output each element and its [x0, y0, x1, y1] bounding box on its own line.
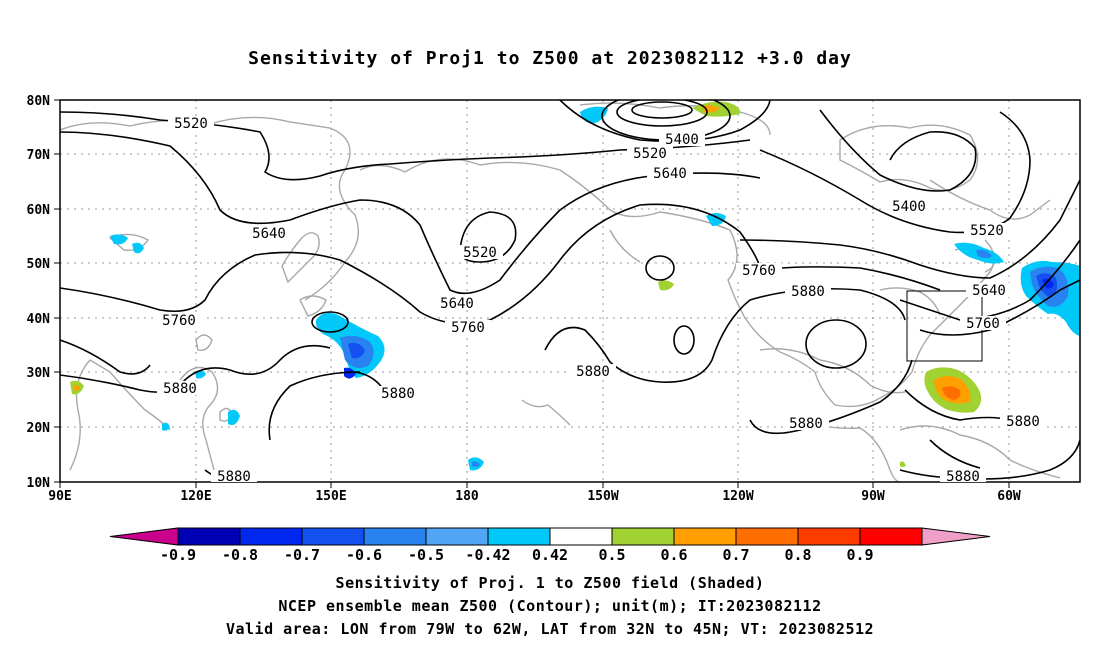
contour-label: 5880 [381, 386, 415, 402]
colorbar-swatch [363, 527, 427, 546]
contour-label: 5640 [440, 296, 474, 312]
contour-label: 5520 [970, 223, 1004, 239]
colorbar-label: -0.42 [465, 546, 510, 564]
caption-line-3: Valid area: LON from 79W to 62W, LAT fro… [225, 620, 875, 638]
lat-label: 60N [27, 203, 51, 218]
contour-label: 5640 [972, 283, 1006, 299]
colorbar-swatch [301, 527, 365, 546]
colorbar-label: 0.42 [532, 546, 568, 564]
colorbar-swatch [487, 527, 551, 546]
colorbar-swatch [177, 527, 241, 546]
colorbar-label: 0.6 [660, 546, 687, 564]
colorbar-label: 0.8 [784, 546, 811, 564]
colorbar-label: -0.5 [408, 546, 444, 564]
contour-label: 5880 [791, 284, 825, 300]
colorbar-swatch [859, 527, 923, 546]
coastlines [60, 102, 1061, 482]
colorbar-label: -0.6 [346, 546, 382, 564]
colorbar-label: -0.9 [160, 546, 196, 564]
contour-label: 5880 [1006, 414, 1040, 430]
latitude-labels: 80N 70N 60N 50N 40N 30N 20N 10N [27, 94, 51, 491]
lon-label: 90E [48, 489, 71, 504]
longitude-labels: 90E 120E 150E 180 150W 120W 90W 60W [48, 489, 1021, 504]
lat-label: 50N [27, 257, 51, 272]
sensitivity-shading [70, 101, 1080, 471]
lat-label: 10N [27, 476, 51, 491]
lon-label: 150W [587, 489, 618, 504]
plot-frame [59, 99, 1081, 483]
z500-contours [60, 100, 1080, 481]
contour-label: 5400 [892, 199, 926, 215]
colorbar-swatch [735, 527, 799, 546]
lat-label: 20N [27, 421, 51, 436]
lat-label: 70N [27, 148, 51, 163]
caption-line-1: Sensitivity of Proj. 1 to Z500 field (Sh… [335, 574, 765, 592]
contour-label: 5760 [162, 313, 196, 329]
colorbar-label: 0.9 [846, 546, 873, 564]
grid-lines [60, 100, 1080, 482]
colorbar-swatch [797, 527, 861, 546]
contour-label: 5880 [576, 364, 610, 380]
lon-label: 150E [315, 489, 346, 504]
colorbar-label: -0.8 [222, 546, 258, 564]
lon-label: 60W [997, 489, 1021, 504]
contour-label: 5880 [163, 381, 197, 397]
contour-label: 5880 [789, 416, 823, 432]
lon-label: 120E [180, 489, 211, 504]
colorbar-label: 0.7 [722, 546, 749, 564]
colorbar: -0.9 -0.8 -0.7 -0.6 -0.5 -0.42 0.42 0.5 0.6 0.7 0.… [109, 527, 991, 564]
contour-label: 5760 [451, 320, 485, 336]
contour-label: 5880 [946, 469, 980, 485]
axis-ticks [54, 99, 1010, 488]
contour-label: 5760 [966, 316, 1000, 332]
contour-label: 5400 [665, 132, 699, 148]
contour-label: 5880 [217, 469, 251, 485]
colorbar-swatch [549, 527, 613, 546]
colorbar-label: 0.5 [598, 546, 625, 564]
colorbar-swatch [611, 527, 675, 546]
caption-line-2: NCEP ensemble mean Z500 (Contour); unit(… [278, 597, 822, 615]
colorbar-swatch [673, 527, 737, 546]
lat-label: 40N [27, 312, 51, 327]
map-title: Sensitivity of Proj1 to Z500 at 20230821… [248, 48, 852, 69]
colorbar-swatch [921, 527, 991, 546]
lon-label: 120W [722, 489, 753, 504]
contour-label: 5520 [174, 116, 208, 132]
lon-label: 90W [861, 489, 885, 504]
contour-label: 5640 [653, 166, 687, 182]
contour-label: 5520 [463, 245, 497, 261]
lon-label: 180 [455, 489, 479, 504]
contour-label: 5520 [633, 146, 667, 162]
colorbar-swatch [239, 527, 303, 546]
lat-label: 80N [27, 94, 51, 109]
colorbar-label: -0.7 [284, 546, 320, 564]
contour-label: 5760 [742, 263, 776, 279]
contour-label: 5640 [252, 226, 286, 242]
colorbar-swatch [425, 527, 489, 546]
contour-labels: 5520 5400 5520 5640 5640 5400 5520 5520 … [156, 116, 1046, 485]
colorbar-swatch [109, 527, 179, 546]
lat-label: 30N [27, 366, 51, 381]
